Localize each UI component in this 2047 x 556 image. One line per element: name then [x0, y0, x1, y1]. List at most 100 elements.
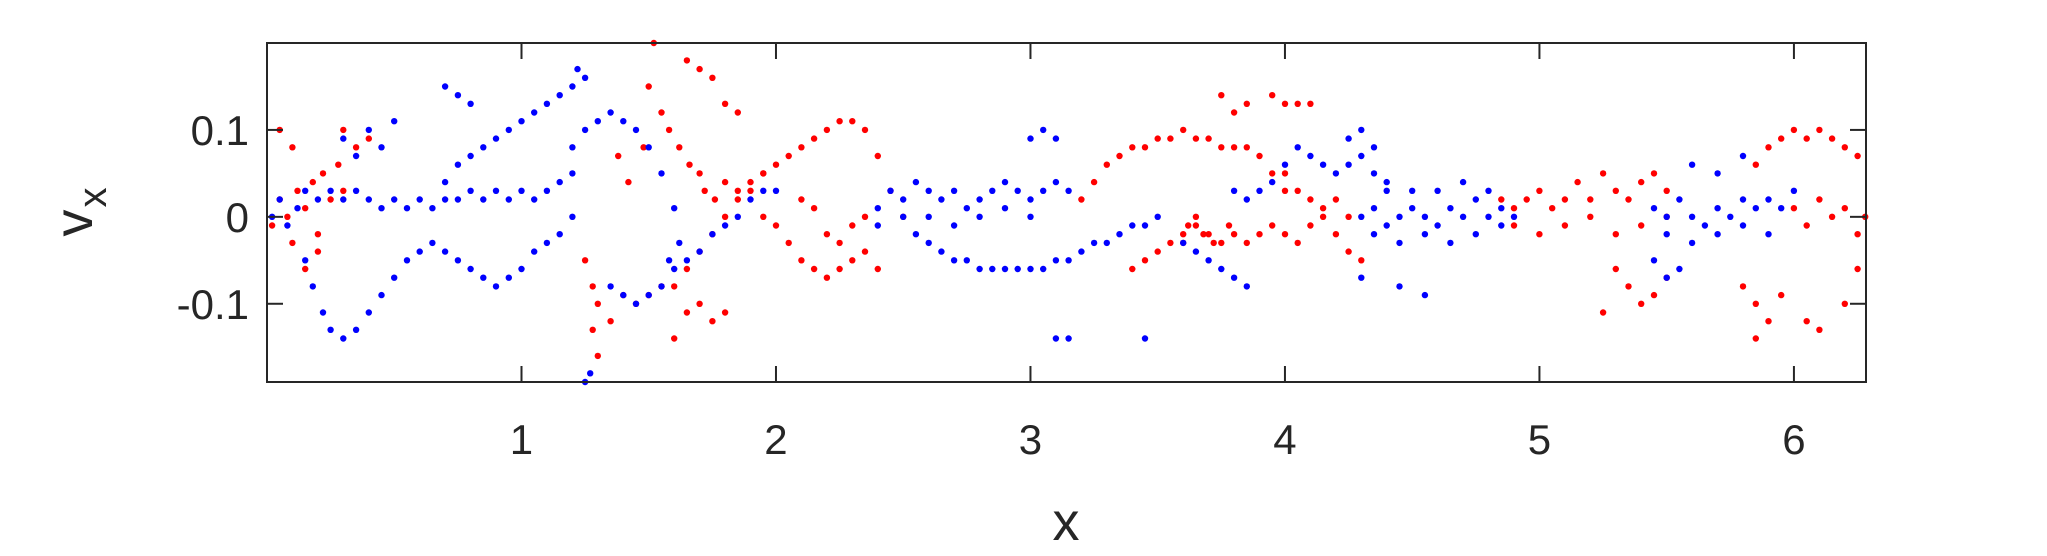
data-point: [518, 265, 525, 273]
data-point: [1739, 283, 1747, 290]
data-point: [1281, 161, 1289, 168]
data-point: [760, 170, 767, 177]
data-point: [1421, 213, 1429, 220]
data-point: [340, 187, 347, 194]
data-point: [505, 126, 512, 134]
data-point: [1332, 231, 1340, 238]
data-point: [1040, 126, 1047, 134]
data-point: [671, 335, 678, 342]
data-point: [1587, 196, 1594, 203]
x-tick-label: 3: [1019, 416, 1042, 463]
data-point: [1778, 135, 1785, 142]
data-point: [1396, 283, 1403, 290]
data-point: [289, 239, 296, 247]
data-point: [1205, 135, 1212, 142]
data-point: [587, 370, 594, 377]
data-point: [665, 257, 673, 264]
data-point: [1205, 231, 1212, 238]
data-point: [1027, 213, 1034, 220]
data-point: [1701, 222, 1709, 229]
data-point: [1358, 274, 1365, 281]
data-point: [1269, 92, 1276, 99]
data-point: [696, 65, 703, 73]
data-point: [1816, 196, 1823, 203]
data-point: [1459, 213, 1467, 220]
data-point: [1230, 109, 1238, 116]
data-point: [645, 144, 652, 151]
data-point: [658, 170, 665, 177]
data-point: [1510, 222, 1518, 229]
data-point: [1103, 239, 1111, 247]
data-point: [1129, 265, 1136, 273]
x-tick-label: 2: [764, 416, 787, 463]
data-point: [1358, 213, 1365, 220]
data-point: [492, 187, 500, 194]
data-point: [1116, 231, 1123, 238]
data-point: [1650, 170, 1658, 177]
data-point: [1765, 231, 1772, 238]
data-point: [1294, 144, 1301, 151]
data-point: [340, 126, 347, 134]
data-point: [810, 135, 818, 142]
data-point: [574, 65, 581, 73]
data-point: [1472, 231, 1480, 238]
data-point: [1434, 187, 1441, 194]
data-point: [302, 265, 309, 273]
data-point: [1001, 205, 1009, 212]
data-point: [709, 231, 716, 238]
data-point: [1561, 196, 1569, 203]
data-point: [302, 205, 309, 212]
data-point: [1027, 135, 1034, 142]
x-tick-label: 5: [1528, 416, 1551, 463]
data-point: [1243, 239, 1251, 247]
data-point: [1854, 265, 1861, 273]
data-point: [1510, 213, 1518, 220]
data-point: [1828, 213, 1836, 220]
data-point: [531, 248, 538, 255]
data-point: [1790, 205, 1798, 212]
data-point: [441, 83, 449, 90]
data-point: [1052, 257, 1060, 264]
data-point: [441, 178, 449, 186]
data-point: [327, 187, 334, 194]
data-point: [1332, 170, 1340, 177]
data-point: [1383, 222, 1390, 229]
data-point: [1370, 170, 1378, 177]
data-point: [836, 118, 843, 125]
data-point: [1498, 222, 1505, 229]
data-point: [1650, 257, 1658, 264]
data-point: [798, 144, 805, 151]
data-point: [1790, 187, 1798, 194]
data-point: [887, 187, 894, 194]
data-point: [734, 213, 741, 220]
data-point: [1688, 161, 1696, 168]
data-point: [1383, 178, 1390, 186]
data-point: [1065, 257, 1072, 264]
data-point: [683, 257, 691, 264]
data-point: [403, 205, 411, 212]
data-point: [1650, 205, 1658, 212]
data-point: [1218, 265, 1225, 273]
data-point: [454, 257, 462, 264]
data-point: [1052, 335, 1060, 342]
data-point: [1599, 170, 1607, 177]
data-point: [1536, 231, 1543, 238]
data-point: [1192, 222, 1200, 229]
data-point: [632, 300, 640, 307]
data-point: [976, 196, 983, 203]
data-point: [912, 231, 920, 238]
data-point: [581, 257, 589, 264]
data-point: [861, 248, 869, 255]
data-point: [849, 257, 856, 264]
data-point: [1599, 309, 1607, 316]
data-point: [747, 178, 754, 186]
data-point: [721, 309, 729, 316]
data-point: [976, 265, 983, 273]
data-point: [335, 161, 342, 168]
data-point: [1319, 205, 1327, 212]
data-point: [1676, 265, 1683, 273]
axis-ticks: 1 2 3 4 5 6 -0.1 0 0.1: [177, 43, 1866, 463]
data-point: [1345, 161, 1352, 168]
data-point: [976, 213, 983, 220]
data-point: [1854, 152, 1861, 160]
